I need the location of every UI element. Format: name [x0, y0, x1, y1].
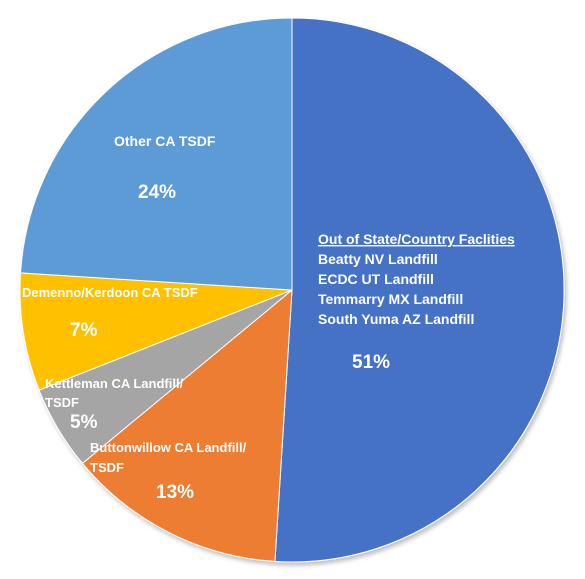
label-other-ca-tsdf: Other CA TSDF — [114, 133, 216, 149]
pie-slice-5 — [20, 17, 293, 291]
label-other-ca-tsdf-percent: 24% — [138, 182, 176, 203]
label-kettleman-line-1: Kettleman CA Landfill/ — [45, 376, 184, 391]
label-buttonwillow-line-1: Buttonwillow CA Landfill/ — [90, 440, 247, 455]
pie-slice-1 — [274, 17, 565, 563]
label-kettleman-percent: 5% — [70, 412, 98, 433]
label-out-of-state-item-4: South Yuma AZ Landfill — [318, 311, 474, 327]
label-buttonwillow-line-2: TSDF — [90, 460, 124, 475]
slice-labels: Out of State/Country Faclities Beatty NV… — [22, 133, 515, 503]
label-out-of-state-title: Out of State/Country Faclities — [318, 231, 515, 247]
label-out-of-state-percent: 51% — [352, 352, 390, 373]
pie-slice-2 — [81, 288, 293, 562]
pie-slice-4 — [19, 272, 293, 391]
label-demenno-kerdoon-percent: 7% — [70, 320, 98, 341]
label-out-of-state-item-2: ECDC UT Landfill — [318, 271, 434, 287]
label-buttonwillow-percent: 13% — [156, 482, 194, 503]
pie-slices — [19, 17, 565, 563]
label-out-of-state-item-1: Beatty NV Landfill — [318, 251, 438, 267]
label-demenno-kerdoon: Demenno/Kerdoon CA TSDF — [22, 285, 198, 300]
label-out-of-state-item-3: Temmarry MX Landfill — [318, 291, 463, 307]
label-kettleman-line-2: TSDF — [45, 395, 79, 410]
